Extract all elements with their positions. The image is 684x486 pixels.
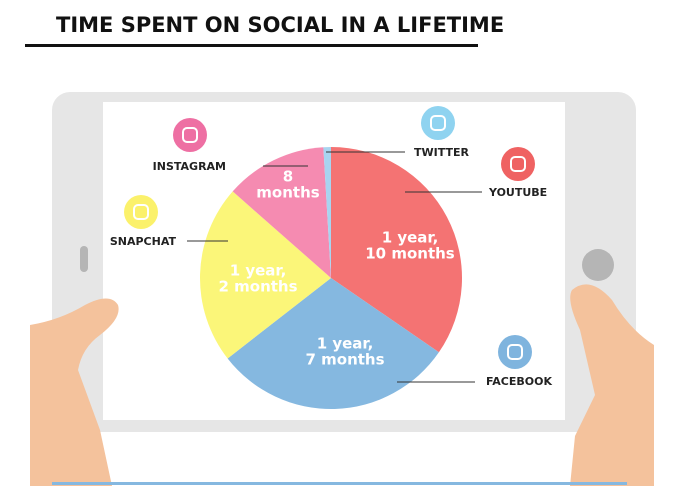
right-hand xyxy=(570,284,654,486)
value-label: 1 year, xyxy=(230,262,287,280)
value-label: 2 months xyxy=(218,278,297,296)
chart-title: TIME SPENT ON SOCIAL IN A LIFETIME xyxy=(56,13,504,37)
icon-glyph xyxy=(510,156,526,172)
pie-slice xyxy=(323,147,331,278)
value-label: 1 year, xyxy=(317,335,374,353)
pie-slice xyxy=(227,278,439,410)
tablet-button xyxy=(582,249,614,281)
social-icon xyxy=(421,106,455,140)
social-icon xyxy=(498,335,532,369)
legend-label: YOUTUBE xyxy=(488,186,547,199)
icon-glyph xyxy=(507,344,523,360)
value-label: 7 months xyxy=(305,351,384,369)
legend-label: INSTAGRAM xyxy=(153,160,226,173)
title-underline xyxy=(25,44,478,47)
legend-label: TWITTER xyxy=(414,146,470,159)
left-hand xyxy=(30,298,119,486)
pie-slice xyxy=(331,147,462,353)
value-label: 8 xyxy=(283,168,293,186)
value-label: 18 days xyxy=(304,122,369,140)
pie-slice xyxy=(200,191,331,359)
icon-glyph xyxy=(430,115,446,131)
icon-glyph xyxy=(133,204,149,220)
social-icon xyxy=(501,147,535,181)
tablet-speaker xyxy=(80,246,88,272)
pie-slice xyxy=(232,147,331,278)
social-icon xyxy=(173,118,207,152)
social-icon xyxy=(124,195,158,229)
icon-glyph xyxy=(182,127,198,143)
value-label: 1 year, xyxy=(382,229,439,247)
legend-label: SNAPCHAT xyxy=(110,235,177,248)
bottom-line xyxy=(52,482,627,485)
value-label: months xyxy=(256,184,319,202)
legend-label: FACEBOOK xyxy=(486,375,552,388)
value-label: 10 months xyxy=(365,245,455,263)
